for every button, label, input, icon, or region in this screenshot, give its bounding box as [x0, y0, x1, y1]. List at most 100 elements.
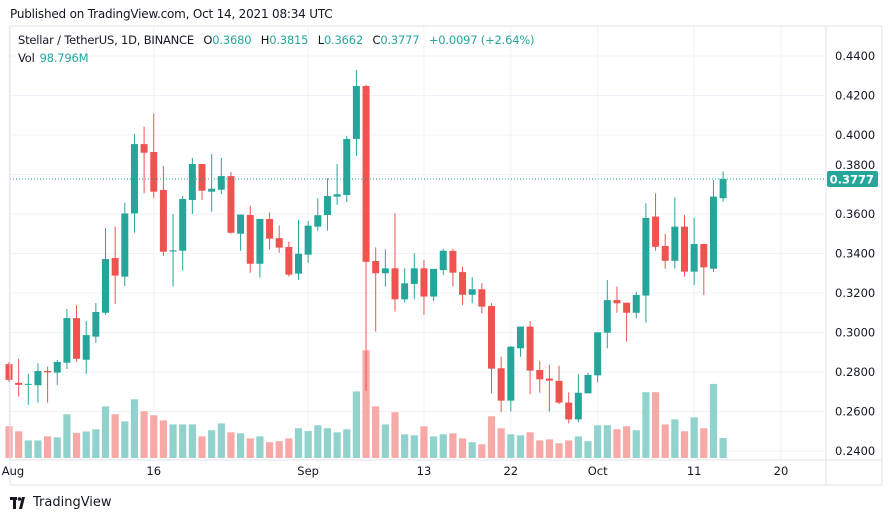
volume-bar — [449, 433, 457, 458]
price-axis[interactable]: 0.2400 0.2600 0.2800 0.3000 0.3200 0.3400 0.36… — [827, 49, 878, 458]
candle-body — [526, 326, 534, 371]
candle — [102, 228, 109, 315]
candle — [256, 218, 264, 278]
volume-bar — [15, 431, 23, 458]
volume-bar — [603, 425, 611, 458]
candle — [555, 365, 563, 404]
volume-bar — [285, 438, 293, 458]
candle-body — [671, 226, 679, 261]
published-caption: Published on TradingView.com, Oct 14, 20… — [10, 7, 333, 21]
candle — [82, 321, 90, 374]
volume-bar — [169, 424, 177, 458]
candle — [719, 171, 727, 202]
volume-bar — [468, 442, 476, 458]
volume-bar — [150, 415, 158, 458]
candle-body — [24, 383, 32, 385]
y-tick-label: 0.2600 — [835, 405, 875, 419]
volume-bar — [256, 436, 264, 458]
volume-bar — [526, 432, 534, 458]
volume-bar — [72, 432, 81, 458]
candle — [34, 363, 42, 403]
candle — [15, 358, 23, 397]
candle-body — [497, 368, 505, 401]
candle-body — [449, 250, 457, 273]
volume-bar — [227, 432, 235, 458]
volume-label: Vol — [18, 51, 35, 65]
volume-bar — [333, 432, 341, 458]
volume-bar — [246, 438, 254, 458]
candle — [642, 203, 650, 323]
tradingview-logo[interactable]: TradingView — [10, 495, 112, 510]
volume-bar — [140, 411, 148, 458]
candle — [526, 321, 534, 395]
candle — [507, 345, 515, 412]
candle-body — [594, 332, 602, 376]
x-tick-label: 11 — [687, 464, 702, 478]
candle — [372, 247, 380, 332]
high-value: 0.3815 — [269, 33, 309, 47]
candle-body — [681, 226, 688, 272]
candle — [237, 214, 245, 251]
candle — [420, 260, 428, 315]
candle-body — [709, 196, 717, 269]
candle — [130, 134, 138, 233]
candle — [53, 359, 61, 386]
candle-body — [323, 196, 331, 215]
y-tick-label: 0.3200 — [835, 286, 875, 300]
candle-body — [507, 346, 515, 401]
x-tick-label: Aug — [2, 464, 24, 478]
volume-bar — [111, 414, 119, 458]
candle-body — [5, 364, 13, 380]
volume-bar — [265, 442, 274, 458]
candle — [314, 198, 322, 231]
volume-bar — [130, 399, 139, 458]
candle-body — [53, 361, 61, 373]
candle — [92, 303, 100, 343]
y-tick-label: 0.3000 — [835, 326, 875, 340]
candle — [700, 243, 708, 295]
volume-bar — [372, 406, 380, 458]
candle-body — [690, 244, 698, 272]
candle-body — [121, 213, 129, 277]
volume-bar — [294, 428, 303, 458]
volume-bar — [594, 425, 602, 458]
y-tick-label: 0.4200 — [835, 89, 875, 103]
candle — [44, 366, 52, 403]
candle — [266, 212, 274, 250]
candle-body — [285, 246, 293, 275]
candle-body — [516, 326, 524, 349]
volume-bar — [613, 429, 621, 458]
volume-bar — [690, 417, 698, 458]
candle — [227, 171, 235, 234]
candle-body — [545, 378, 553, 381]
y-tick-label: 0.3600 — [835, 207, 875, 221]
volume-bar — [44, 436, 52, 458]
candle-body — [478, 289, 486, 307]
candle — [391, 213, 399, 312]
volume-bar — [497, 428, 505, 458]
candle-body — [34, 371, 42, 386]
x-tick-label: 13 — [417, 464, 432, 478]
candle-body — [401, 283, 409, 300]
y-tick-label: 0.2400 — [835, 444, 875, 458]
candle — [594, 331, 602, 383]
volume-bar — [719, 438, 727, 458]
volume-bar — [198, 436, 206, 458]
change-value: +0.0097 (+2.64%) — [428, 33, 535, 47]
candle-body — [188, 164, 196, 200]
volume-bar — [420, 426, 428, 458]
candle — [323, 178, 331, 231]
volume-bar — [121, 421, 129, 458]
time-axis[interactable]: Aug 16 Sep 13 22 Oct 11 20 — [2, 464, 789, 478]
volume-bar — [275, 441, 283, 458]
candle — [179, 196, 187, 271]
candle-body — [237, 214, 245, 234]
candle-body — [381, 268, 389, 274]
candle — [63, 308, 71, 370]
last-price-label: 0.3777 — [830, 173, 874, 187]
candle — [410, 253, 418, 300]
candle — [652, 193, 660, 251]
candle-body — [565, 402, 573, 420]
volume-bar — [661, 424, 669, 458]
